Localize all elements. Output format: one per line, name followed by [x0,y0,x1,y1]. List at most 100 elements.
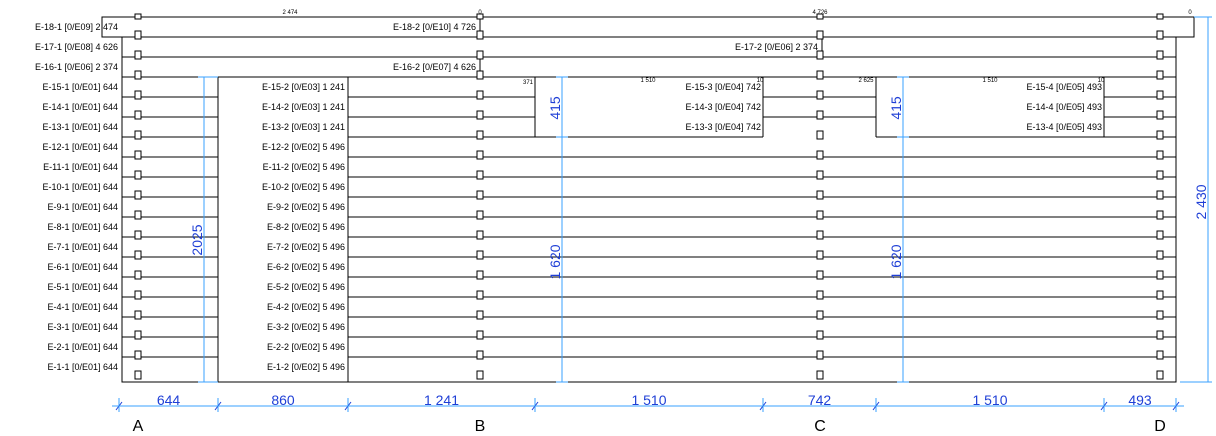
connector-marker [816,270,824,280]
dim-opening1-upper: 415 [547,96,563,120]
col1-panel-label: E-14-1 [0/E01] 644 [42,102,118,112]
connector-marker [1156,250,1164,260]
connector-marker [134,170,142,180]
connector-marker [476,170,484,180]
col1-panel-label: E-15-1 [0/E01] 644 [42,82,118,92]
row-17 [121,36,1177,58]
panel-rows [101,16,1195,383]
col1-panel-label: E-3-1 [0/E01] 644 [47,322,118,332]
connector-marker [1156,210,1164,220]
connector-marker [476,270,484,280]
col2-panel-label: E-3-2 [0/E02] 5 496 [267,322,345,332]
col2-panel-label: E-11-2 [0/E02] 5 496 [263,162,345,172]
connector-marker [476,250,484,260]
col2-row-lines [348,77,1176,358]
bottom-dimension-value: 493 [1128,392,1152,408]
connector-marker [1156,190,1164,200]
axis-labels: A B C D [133,418,1166,435]
col4-labels: E-15-4 [0/E05] 493 E-14-4 [0/E05] 493 E-13… [1026,82,1102,132]
row-18 [101,16,1195,38]
connector-marker [816,350,824,360]
connector-marker [1156,110,1164,120]
connector-marker [134,110,142,120]
connector-marker [134,290,142,300]
connector-marker [476,310,484,320]
bottom-dimension-value: 1 510 [972,392,1007,408]
col2-panel-label: E-13-2 [0/E03] 1 241 [262,122,345,132]
dim-opening2-lower: 1 620 [888,244,904,279]
connector-marker [134,310,142,320]
col2-panel-label: E-9-2 [0/E02] 5 496 [267,202,345,212]
top-strip-end-value: 0 [1188,10,1192,16]
bottom-dimension-value: 1 510 [631,392,666,408]
col2-panel-label: E-5-2 [0/E02] 5 496 [267,282,345,292]
dim-opening1-lower: 1 620 [547,244,563,279]
connector-marker [476,190,484,200]
top-strip-mid-value: 0 [478,10,482,16]
col1-panel-label: E-10-1 [0/E01] 644 [42,182,118,192]
connector-marker [1156,13,1164,20]
connector-marker [1156,350,1164,360]
connector-marker [816,370,824,380]
col2-panel-label: E-18-2 [0/E10] 4 726 [393,22,476,32]
connector-marker [476,70,484,80]
col2-panel-label: E-6-2 [0/E02] 5 496 [267,262,345,272]
col1-panel-label: E-7-1 [0/E01] 644 [47,242,118,252]
connector-marker [1156,370,1164,380]
col1-panel-label: E-12-1 [0/E01] 644 [42,142,118,152]
opening-small-v2: 1 510 [640,78,656,84]
connector-marker [476,370,484,380]
connector-marker [816,130,824,140]
col3-panel-label: E-15-3 [0/E04] 742 [685,82,761,92]
connector-marker [476,130,484,140]
connector-marker [476,50,484,60]
axis-label-c: C [814,418,826,435]
connector-marker [134,150,142,160]
connector-marker [816,110,824,120]
col2-panel-label: E-8-2 [0/E02] 5 496 [267,222,345,232]
col2-panel-label: E-2-2 [0/E02] 5 496 [267,342,345,352]
connector-marker [1156,310,1164,320]
connector-marker [1156,90,1164,100]
connector-marker [816,30,824,40]
col1-panel-label: E-11-1 [0/E01] 644 [43,162,118,172]
col4-panel-label: E-14-4 [0/E05] 493 [1026,102,1102,112]
bottom-dimension-value: 644 [157,392,181,408]
connector-marker [134,130,142,140]
connector-marker [816,250,824,260]
col1-panel-label: E-13-1 [0/E01] 644 [42,122,118,132]
connector-marker [476,150,484,160]
col1-panel-label: E-16-1 [0/E06] 2 374 [35,62,118,72]
col2-panel-label: E-16-2 [0/E07] 4 626 [393,62,476,72]
bottom-dimensions: 644 860 1 241 1 510 742 1 510 493 [112,392,1184,412]
col2-panel-label: E-7-2 [0/E02] 5 496 [267,242,345,252]
col4-row-lines [1104,96,1176,138]
connector-markers [134,13,1164,380]
connector-marker [476,13,484,20]
connector-marker [816,290,824,300]
dim-opening2-upper: 415 [888,96,904,120]
axis-label-b: B [475,418,486,435]
connector-marker [134,230,142,240]
top-strip-right-value: 4 726 [812,10,828,16]
window-opening-1 [536,78,762,137]
connector-marker [476,30,484,40]
connector-marker [134,270,142,280]
col3-panel-label: E-17-2 [0/E06] 2 374 [735,42,818,52]
dim-gap-height: 2025 [189,224,205,255]
col4-panel-label: E-15-4 [0/E05] 493 [1026,82,1102,92]
col3-row-lines [763,77,877,137]
connector-marker [476,330,484,340]
connector-marker [476,350,484,360]
connector-marker [1156,170,1164,180]
col1-panel-label: E-9-1 [0/E01] 644 [47,202,118,212]
connector-marker [134,13,142,20]
connector-marker [816,330,824,340]
dim-total-height: 2 430 [1193,184,1209,219]
vertical-dimensions: 2025 415 1 620 415 1 620 2 430 [189,16,1212,383]
connector-marker [1156,230,1164,240]
connector-marker [816,90,824,100]
connector-marker [1156,130,1164,140]
col1-panel-label: E-2-1 [0/E01] 644 [47,342,118,352]
connector-marker [816,210,824,220]
